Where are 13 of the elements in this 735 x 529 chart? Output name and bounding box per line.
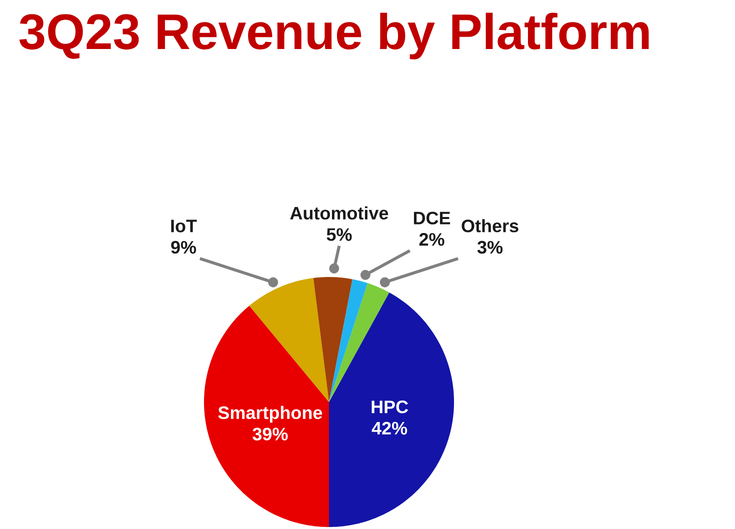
slice-label: Smartphone bbox=[218, 406, 322, 423]
slice-label: HPC bbox=[372, 400, 408, 414]
slice-label: DCE bbox=[414, 212, 450, 224]
data-label: 2% bbox=[419, 233, 444, 246]
data-label: 3% bbox=[477, 240, 503, 254]
data-label: 39% bbox=[252, 428, 288, 440]
slice-label: Others bbox=[462, 219, 518, 232]
data-label: 42% bbox=[372, 422, 408, 435]
chart-title: 3Q23 Revenue by Platform bbox=[19, 12, 649, 60]
slice-label: IoT bbox=[171, 220, 197, 232]
data-label: 5% bbox=[326, 228, 352, 241]
slice-label: Automotive bbox=[290, 206, 388, 220]
data-label: 9% bbox=[171, 240, 196, 254]
